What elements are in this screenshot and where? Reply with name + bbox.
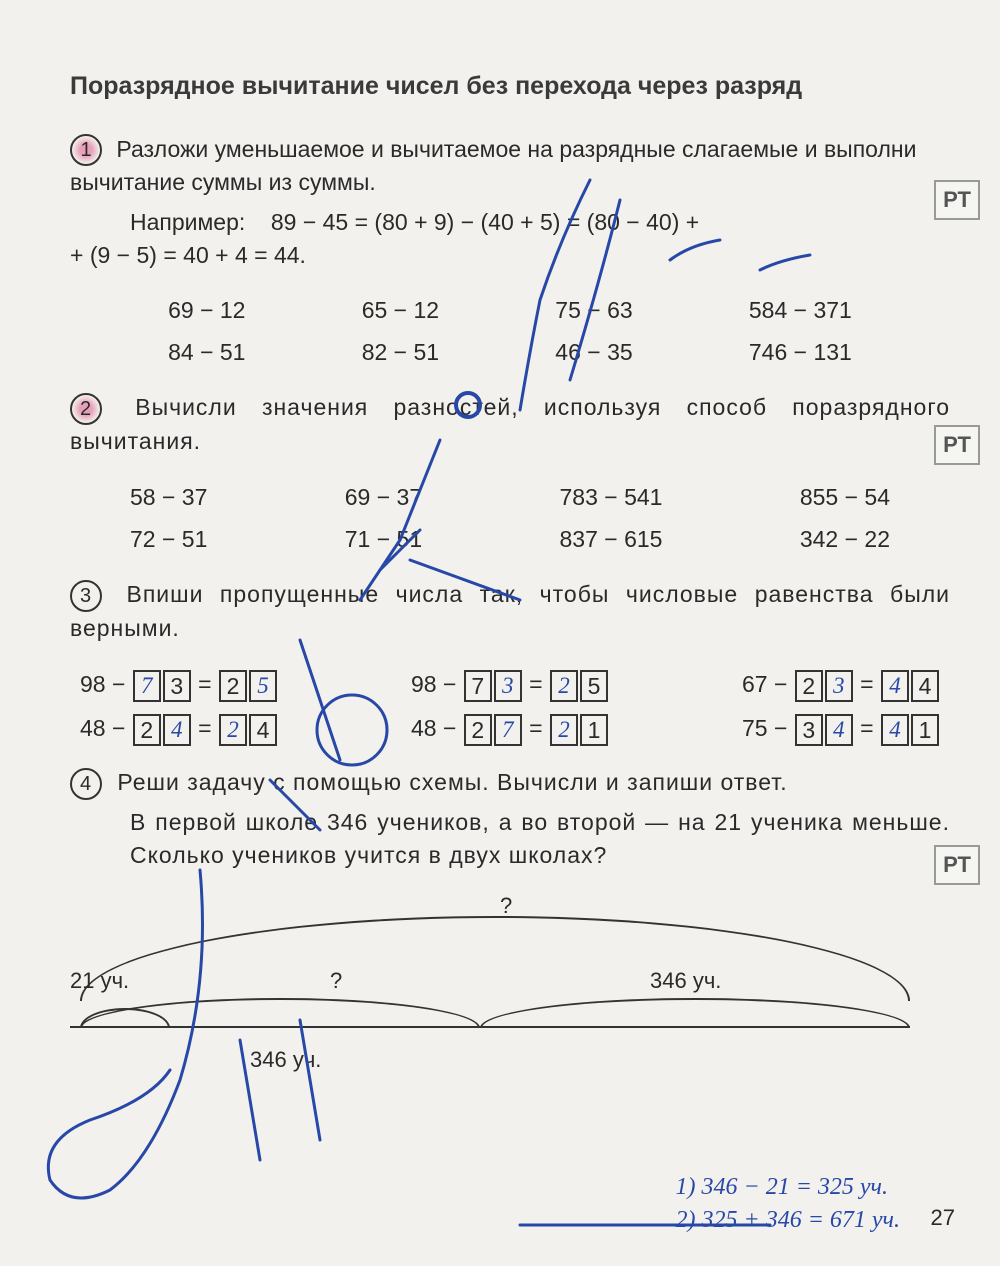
task-4-text: Реши задачу с помощью схемы. Вычисли и з… (117, 769, 787, 795)
expr: 746 − 131 (749, 339, 852, 366)
equation: 67 − 23 = 44 (742, 670, 940, 702)
task1-row2: 84 − 51 82 − 51 46 − 35 746 − 131 (70, 339, 950, 366)
expr: 58 − 37 (130, 484, 207, 511)
schema-arc-top (80, 916, 910, 1001)
expr: 837 − 615 (560, 526, 663, 553)
schema-bottom-label: 346 уч. (250, 1047, 321, 1073)
page-number: 27 (931, 1205, 955, 1231)
schema-arc-right (480, 998, 910, 1028)
equation: 98 − 73 = 25 (80, 670, 278, 702)
expr: 783 − 541 (560, 484, 663, 511)
expr: 855 − 54 (800, 484, 890, 511)
expr: 65 − 12 (362, 297, 439, 324)
example-line1: 89 − 45 = (80 + 9) − (40 + 5) = (80 − 40… (271, 209, 699, 235)
pt-badge: РТ (934, 845, 980, 885)
example-label: Например: (130, 209, 245, 235)
expr: 69 − 12 (168, 297, 245, 324)
expr: 71 − 51 (345, 526, 422, 553)
task-1: 1 Разложи уменьшаемое и вычитаемое на ра… (70, 133, 950, 273)
handwritten-solution: 1) 346 − 21 = 325 уч. 2) 325 + 346 = 671… (676, 1171, 900, 1238)
equation: 48 − 27 = 21 (411, 714, 609, 746)
task1-row1: 69 − 12 65 − 12 75 − 63 584 − 371 (70, 297, 950, 324)
task-2: 2 Вычисли значения разностей, используя … (70, 391, 950, 458)
schema-baseline (70, 1026, 910, 1028)
schema-q-top: ? (500, 893, 512, 919)
expr: 72 − 51 (130, 526, 207, 553)
pt-badge: РТ (934, 180, 980, 220)
equation-row: 98 − 73 = 25 98 − 73 = 25 67 − 23 = 44 (70, 670, 950, 702)
page-title: Поразрядное вычитание чисел без перехода… (70, 70, 950, 103)
expr: 82 − 51 (362, 339, 439, 366)
task-number-1: 1 (70, 134, 102, 166)
task-number-4: 4 (70, 768, 102, 800)
task-4: 4 Реши задачу с помощью схемы. Вычисли и… (70, 766, 950, 873)
solution-line1: 1) 346 − 21 = 325 уч. (676, 1171, 900, 1205)
equation-row: 48 − 24 = 24 48 − 27 = 21 75 − 34 = 41 (70, 714, 950, 746)
task2-row1: 58 − 37 69 − 37 783 − 541 855 − 54 (70, 484, 950, 511)
expr: 46 − 35 (555, 339, 632, 366)
schema-diagram: ? 21 уч. ? 346 уч. 346 уч. (70, 898, 950, 1078)
task-3: 3 Впиши пропущенные числа так, чтобы чис… (70, 578, 950, 645)
expr: 75 − 63 (555, 297, 632, 324)
schema-q-mid: ? (330, 968, 342, 994)
solution-line2: 2) 325 + 346 = 671 уч. (676, 1204, 900, 1238)
expr: 84 − 51 (168, 339, 245, 366)
task-1-text: Разложи уменьшаемое и вычитаемое на разр… (70, 136, 916, 196)
task2-row2: 72 − 51 71 − 51 837 − 615 342 − 22 (70, 526, 950, 553)
pt-badge: РТ (934, 425, 980, 465)
task-3-text: Впиши пропущенные числа так, чтобы число… (70, 581, 950, 641)
schema-left-label: 21 уч. (70, 968, 129, 994)
task-2-text: Вычисли значения разностей, используя сп… (70, 394, 950, 454)
task-number-3: 3 (70, 580, 102, 612)
expr: 69 − 37 (345, 484, 422, 511)
schema-right-label: 346 уч. (650, 968, 721, 994)
equation: 48 − 24 = 24 (80, 714, 278, 746)
equations-container: 98 − 73 = 25 98 − 73 = 25 67 − 23 = 44 48 −… (70, 670, 950, 746)
task-number-2: 2 (70, 393, 102, 425)
expr: 342 − 22 (800, 526, 890, 553)
expr: 584 − 371 (749, 297, 852, 324)
example-line2: + (9 − 5) = 40 + 4 = 44. (70, 239, 950, 272)
equation: 75 − 34 = 41 (742, 714, 940, 746)
task-4-problem: В первой школе 346 учеников, а во второй… (130, 806, 950, 873)
equation: 98 − 73 = 25 (411, 670, 609, 702)
